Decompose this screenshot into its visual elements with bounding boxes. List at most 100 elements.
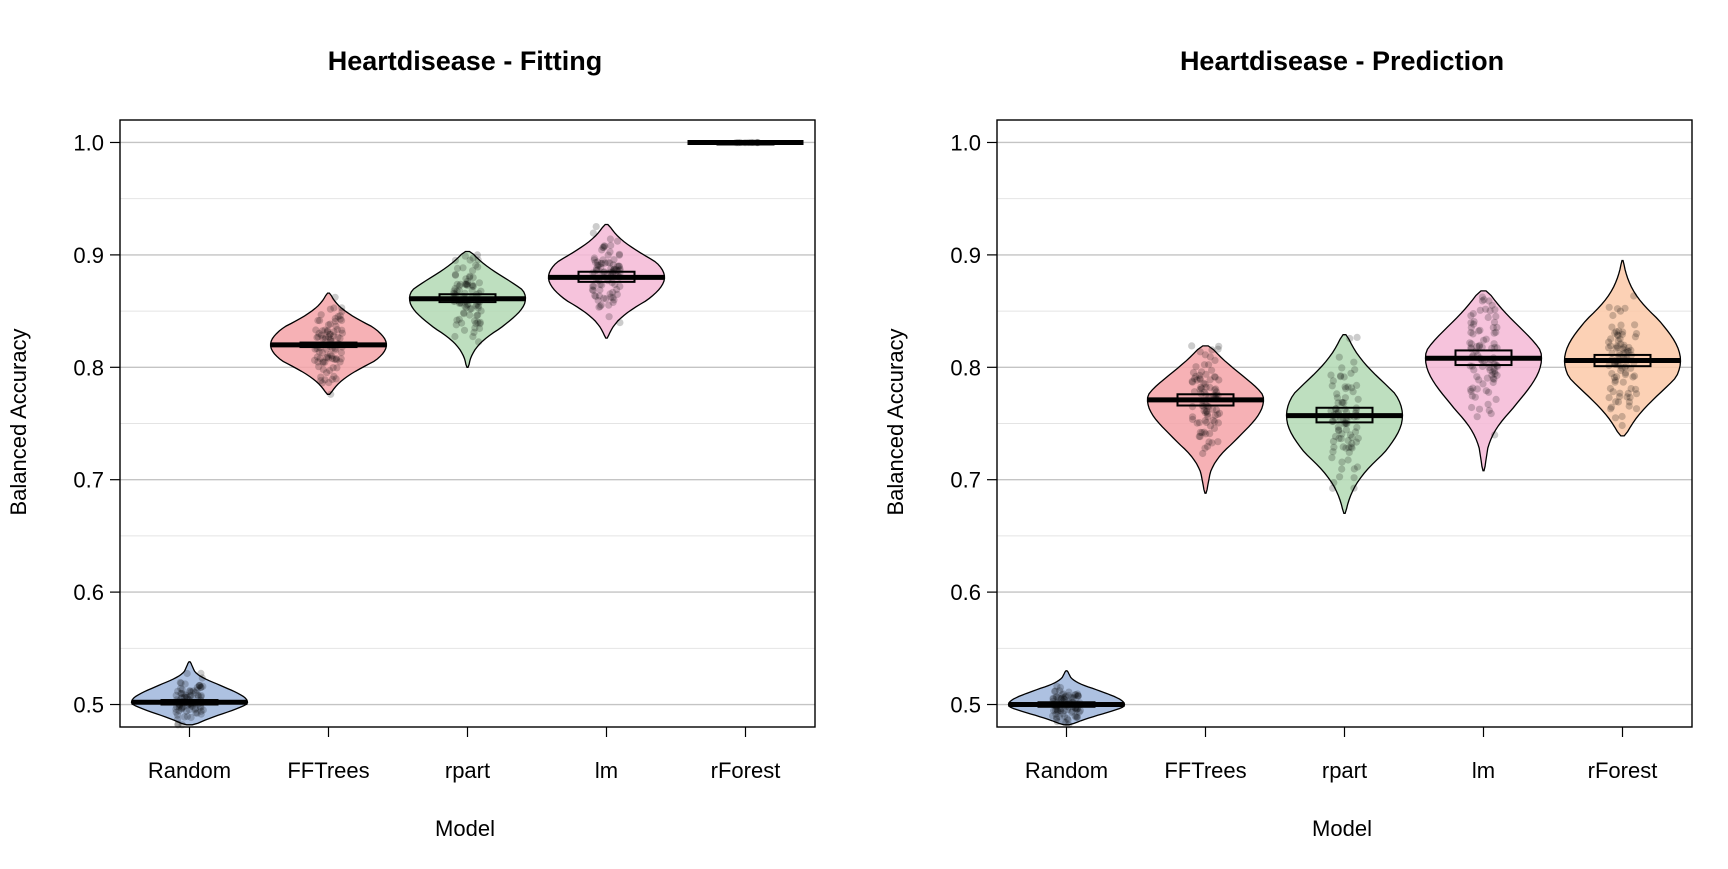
fitting-point-lm: [590, 256, 598, 264]
fitting-point-fftrees: [312, 326, 320, 334]
prediction-point-rpart: [1329, 377, 1337, 385]
fitting-point-fftrees: [332, 356, 340, 364]
prediction-point-rforest: [1631, 321, 1639, 329]
prediction-point-rforest: [1632, 330, 1641, 338]
fitting-point-fftrees: [321, 326, 329, 334]
fitting-point-random: [177, 679, 185, 687]
fitting-point-lm: [613, 285, 621, 294]
prediction-point-fftrees: [1196, 433, 1204, 441]
fitting-point-rpart: [477, 307, 485, 315]
prediction-y-axis-label: Balanced Accuracy: [883, 328, 908, 515]
fitting-point-fftrees: [338, 307, 346, 315]
fitting-point-rpart: [469, 282, 477, 290]
fitting-point-lm: [615, 262, 623, 270]
fitting-point-rpart: [474, 302, 483, 310]
prediction-point-rpart: [1338, 430, 1346, 438]
fitting-point-fftrees: [322, 333, 330, 341]
fitting-point-random: [174, 711, 182, 719]
fitting-point-rpart: [455, 315, 463, 323]
fitting-point-fftrees: [315, 329, 323, 337]
prediction-point-rforest: [1614, 332, 1622, 340]
prediction-point-random: [1067, 694, 1075, 702]
fitting-point-lm: [599, 243, 607, 252]
fitting-point-fftrees: [315, 348, 323, 356]
prediction-point-lm: [1468, 392, 1476, 400]
prediction-point-fftrees: [1208, 439, 1216, 447]
prediction-point-rpart: [1344, 456, 1352, 464]
prediction-point-lm: [1491, 367, 1499, 375]
fitting-point-lm: [604, 259, 612, 267]
fitting-point-random: [187, 713, 195, 722]
fitting-point-random: [181, 680, 189, 688]
fitting-point-fftrees: [332, 355, 340, 363]
fitting-point-random: [178, 686, 186, 694]
fitting-point-fftrees: [336, 358, 344, 366]
fitting-point-rpart: [475, 279, 483, 287]
prediction-x-axis-label: Model: [1312, 816, 1372, 841]
fitting-point-rpart: [475, 324, 484, 333]
fitting-point-rpart: [450, 287, 458, 295]
fitting-point-fftrees: [328, 352, 336, 360]
fitting-point-random: [195, 682, 203, 690]
fitting-point-fftrees: [337, 355, 345, 363]
fitting-point-rpart: [474, 318, 482, 326]
fitting-point-random: [189, 687, 197, 695]
fitting-point-fftrees: [323, 328, 331, 336]
prediction-point-random: [1053, 693, 1061, 701]
fitting-point-random: [172, 708, 180, 716]
fitting-point-fftrees: [326, 366, 334, 374]
fitting-point-random: [197, 683, 205, 692]
prediction-point-random: [1050, 707, 1058, 715]
prediction-point-lm: [1475, 405, 1484, 413]
prediction-point-lm: [1467, 319, 1475, 327]
prediction-point-rforest: [1627, 346, 1635, 354]
fitting-x-tick-label-fftrees: FFTrees: [287, 758, 369, 783]
fitting-point-lm: [606, 290, 614, 298]
fitting-point-random: [191, 689, 199, 697]
fitting-x-tick-label-rpart: rpart: [445, 758, 490, 783]
prediction-point-fftrees: [1208, 346, 1216, 354]
prediction-point-random: [1073, 713, 1081, 722]
fitting-y-tick-label: 0.8: [73, 355, 104, 380]
prediction-point-rforest: [1613, 373, 1621, 381]
prediction-point-rforest: [1616, 335, 1624, 343]
fitting-point-lm: [596, 286, 604, 294]
fitting-point-random: [172, 691, 180, 700]
prediction-point-lm: [1478, 297, 1486, 305]
fitting-point-lm: [605, 313, 613, 321]
fitting-point-rpart: [456, 280, 465, 288]
fitting-point-rpart: [470, 328, 478, 336]
prediction-point-fftrees: [1202, 430, 1210, 438]
fitting-point-rpart: [472, 319, 480, 327]
prediction-point-lm: [1491, 370, 1499, 378]
fitting-point-fftrees: [332, 322, 340, 330]
prediction-point-lm: [1488, 301, 1496, 309]
fitting-point-fftrees: [328, 355, 336, 363]
prediction-point-lm: [1466, 339, 1474, 347]
prediction-point-lm: [1490, 318, 1499, 326]
prediction-point-rpart: [1334, 399, 1342, 407]
prediction-point-fftrees: [1189, 413, 1197, 421]
prediction-point-random: [1065, 691, 1073, 700]
fitting-point-rpart: [474, 263, 482, 271]
fitting-point-lm: [615, 251, 624, 259]
prediction-point-rpart: [1348, 444, 1356, 452]
prediction-point-rpart: [1347, 369, 1355, 377]
prediction-panel: Heartdisease - Prediction Model Balanced…: [883, 46, 1693, 841]
fitting-point-lm: [602, 295, 610, 303]
prediction-point-rpart: [1337, 435, 1345, 443]
prediction-point-fftrees: [1202, 418, 1210, 427]
prediction-x-tick-label-random: Random: [1025, 758, 1108, 783]
fitting-point-random: [197, 683, 205, 691]
prediction-point-random: [1051, 687, 1059, 695]
prediction-point-fftrees: [1188, 377, 1196, 385]
prediction-point-rpart: [1335, 434, 1343, 442]
prediction-point-lm: [1467, 387, 1475, 396]
prediction-plot-frame: [996, 119, 1693, 728]
fitting-point-fftrees: [318, 379, 326, 387]
prediction-point-rpart: [1340, 373, 1348, 381]
prediction-point-rforest: [1611, 329, 1619, 337]
fitting-point-fftrees: [329, 364, 337, 372]
prediction-point-fftrees: [1203, 407, 1211, 415]
prediction-point-lm: [1469, 330, 1477, 338]
